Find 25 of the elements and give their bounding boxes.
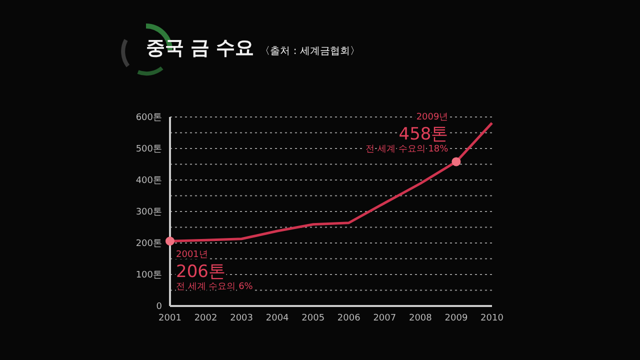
y-tick-label: 100톤 (136, 270, 162, 281)
x-tick-label: 2007 (373, 313, 396, 324)
chart-subtitle: 〈출처 : 세계금협회〉 (260, 45, 360, 58)
y-tick-label: 0 (156, 302, 162, 312)
annotation: 전 세계 수요의 18% (366, 144, 449, 155)
x-tick-label: 2002 (194, 313, 218, 324)
annotation: 458톤 (398, 124, 448, 145)
x-tick-label: 2009 (444, 313, 468, 324)
y-tick-label: 400톤 (136, 176, 162, 186)
y-tick-label: 600톤 (136, 113, 162, 124)
y-tick-label: 300톤 (136, 208, 162, 218)
annotation: 전 세계 수요의 6% (176, 282, 254, 292)
x-tick-label: 2004 (266, 313, 290, 324)
y-tick-label: 200톤 (136, 239, 162, 250)
annotation: 206톤 (176, 262, 226, 282)
x-tick-label: 2001 (158, 313, 182, 324)
x-tick-label: 2006 (337, 313, 361, 324)
x-tick-label: 2008 (408, 313, 432, 324)
x-tick-label: 2003 (230, 313, 254, 324)
x-tick-label: 2010 (480, 313, 504, 324)
annotation: 2001년 (176, 250, 208, 260)
y-tick-label: 500톤 (136, 144, 162, 155)
annotation: 2009년 (416, 112, 448, 123)
x-tick-label: 2005 (302, 313, 325, 324)
chart-title: 중국 금 수요 (146, 36, 254, 61)
